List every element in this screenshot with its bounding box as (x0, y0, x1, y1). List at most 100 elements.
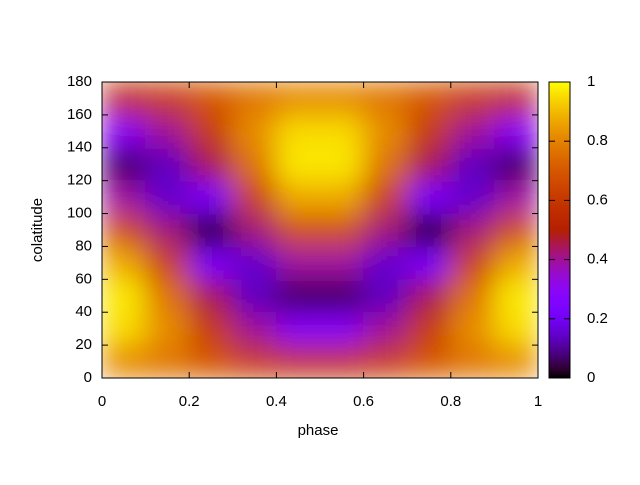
heat-cell (363, 311, 408, 346)
heat-cell (493, 82, 538, 116)
heat-cell (450, 245, 495, 280)
heat-cell (188, 147, 234, 182)
heat-cell (363, 147, 408, 182)
heat-cell (363, 180, 408, 215)
y-tick-label: 80 (75, 237, 92, 254)
heat-cell (102, 213, 147, 247)
heat-cell (232, 82, 277, 116)
heat-cell (406, 311, 452, 346)
heat-cell (450, 147, 495, 182)
y-tick-label: 100 (67, 205, 92, 222)
heat-cell (493, 180, 538, 215)
heat-cell (145, 245, 190, 280)
x-tick-label: 0.4 (266, 393, 287, 410)
heat-cell (232, 180, 277, 215)
y-tick-label: 120 (67, 172, 92, 189)
y-tick-label: 0 (84, 369, 92, 386)
x-tick-label: 0.6 (353, 393, 374, 410)
heat-cell (493, 147, 538, 182)
heat-cell (188, 344, 234, 378)
heat-cell (188, 245, 234, 280)
x-tick-label: 0.2 (179, 393, 200, 410)
colorbar-tick-label: 1 (587, 73, 595, 90)
heat-cell (102, 344, 147, 378)
heat-cell (232, 147, 277, 182)
colorbar-tick-label: 0 (587, 369, 595, 386)
heat-cell (232, 311, 277, 346)
heat-cell (275, 213, 321, 247)
heat-cell (363, 82, 408, 116)
heat-cell (275, 147, 321, 182)
x-tick-label: 0 (98, 393, 106, 410)
heat-cell (493, 114, 538, 149)
heat-cell (275, 311, 321, 346)
heat-cell (363, 245, 408, 280)
colorbar-tick-label: 0.6 (587, 191, 608, 208)
heat-cell (275, 245, 321, 280)
colorbar-tick-label: 0.8 (587, 132, 608, 149)
heat-cell (145, 82, 190, 116)
heat-cell (102, 278, 147, 313)
plot-border (101, 81, 539, 379)
heat-cell (319, 245, 365, 280)
y-tick-label: 140 (67, 139, 92, 156)
heat-cell (493, 245, 538, 280)
heat-cell (145, 147, 190, 182)
heat-cell (450, 180, 495, 215)
heat-cell (145, 344, 190, 378)
heat-cell (188, 311, 234, 346)
heat-cell (406, 180, 452, 215)
heat-cell (406, 344, 452, 378)
heat-cell (493, 311, 538, 346)
heat-cell (319, 278, 365, 313)
heat-cell (232, 245, 277, 280)
heat-cell (406, 82, 452, 116)
y-tick-label: 160 (67, 106, 92, 123)
heat-cell (493, 213, 538, 247)
heat-cell (319, 311, 365, 346)
heat-cell (102, 245, 147, 280)
heat-cell (450, 278, 495, 313)
heat-cell (450, 344, 495, 378)
y-tick-label: 20 (75, 336, 92, 353)
heat-cell (406, 114, 452, 149)
heat-cell (450, 82, 495, 116)
heat-cell (319, 344, 365, 378)
heat-cell (450, 213, 495, 247)
heat-cell (363, 278, 408, 313)
heat-cell (275, 82, 321, 116)
x-tick-label: 1 (534, 393, 542, 410)
heat-cell (188, 82, 234, 116)
heat-cell (102, 180, 147, 215)
heat-cell (450, 114, 495, 149)
heat-cell (319, 82, 365, 116)
heat-cell (363, 114, 408, 149)
heat-cell (275, 344, 321, 378)
heat-cell (145, 311, 190, 346)
heat-cell (275, 278, 321, 313)
heat-cell (493, 344, 538, 378)
heat-cell (450, 311, 495, 346)
heat-cell (406, 213, 452, 247)
heat-cell (406, 245, 452, 280)
heat-cell (319, 213, 365, 247)
y-tick-label: 40 (75, 303, 92, 320)
heat-cell (319, 147, 365, 182)
heat-cell (232, 114, 277, 149)
heat-cell (102, 114, 147, 149)
heat-cell (319, 114, 365, 149)
heat-cell (232, 344, 277, 378)
heat-cell (275, 180, 321, 215)
colorbar (548, 81, 571, 379)
heat-cell (102, 82, 147, 116)
heat-cell (188, 114, 234, 149)
y-axis-label: colatitude (29, 198, 46, 262)
heat-cell (145, 278, 190, 313)
heat-cell (188, 278, 234, 313)
heat-cell (493, 278, 538, 313)
heat-cell (188, 180, 234, 215)
heat-cell (145, 180, 190, 215)
heat-cell (232, 278, 277, 313)
heat-cell (145, 114, 190, 149)
